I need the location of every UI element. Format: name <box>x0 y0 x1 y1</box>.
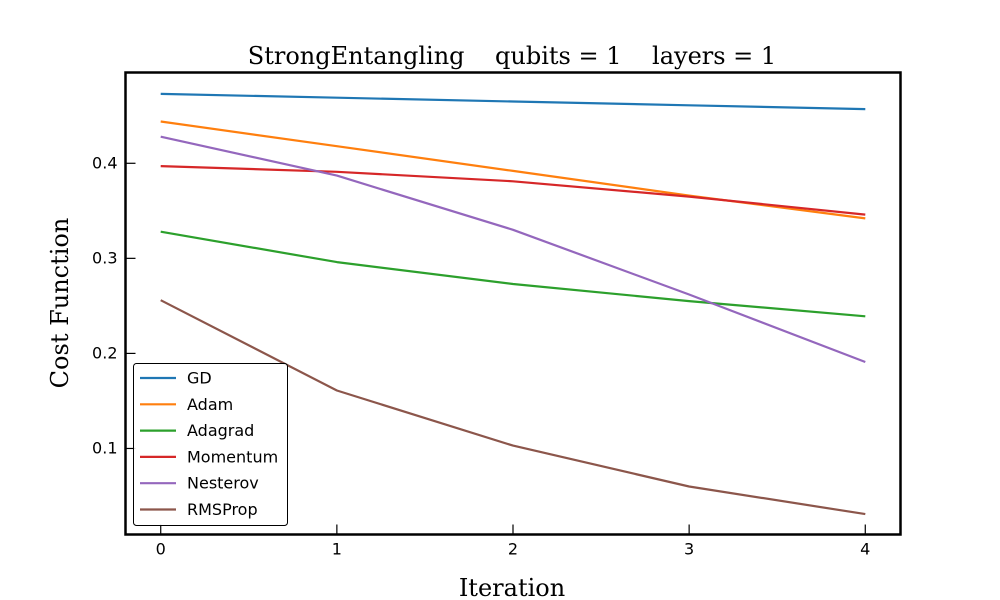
legend-label: GD <box>187 369 212 388</box>
series-line-nesterov <box>160 135 866 364</box>
x-tick-label: 4 <box>860 540 870 559</box>
y-tick-label: 0.4 <box>92 153 117 172</box>
y-axis-label: Cost Function <box>46 218 74 389</box>
series-line-gd <box>160 92 866 111</box>
y-tick-label: 0.2 <box>92 343 117 362</box>
series-lines <box>160 92 866 516</box>
x-tick-label: 1 <box>332 540 342 559</box>
x-tick-label: 3 <box>684 540 694 559</box>
y-tick-label: 0.3 <box>92 248 117 267</box>
legend-label: Adam <box>187 395 233 414</box>
legend-label: Nesterov <box>187 474 259 493</box>
y-tick-label: 0.1 <box>92 438 117 457</box>
series-line-rmsprop <box>160 299 866 516</box>
plot-frame <box>124 71 902 536</box>
series-line-adagrad <box>160 230 866 318</box>
series-line-momentum <box>160 165 866 216</box>
x-axis-ticks: 0 1 2 3 4 <box>156 524 870 559</box>
legend-label: Adagrad <box>187 421 254 440</box>
legend-label: RMSProp <box>187 500 258 519</box>
y-axis-ticks: 0.1 0.2 0.3 0.4 <box>92 153 136 457</box>
chart-title: StrongEntangling qubits = 1 layers = 1 <box>248 42 776 70</box>
legend-label: Momentum <box>187 447 278 466</box>
x-tick-label: 2 <box>508 540 518 559</box>
x-axis-label: Iteration <box>459 574 565 600</box>
legend: GD Adam Adagrad Momentum Nesterov RMSProp <box>133 363 288 526</box>
x-tick-label: 0 <box>156 540 166 559</box>
